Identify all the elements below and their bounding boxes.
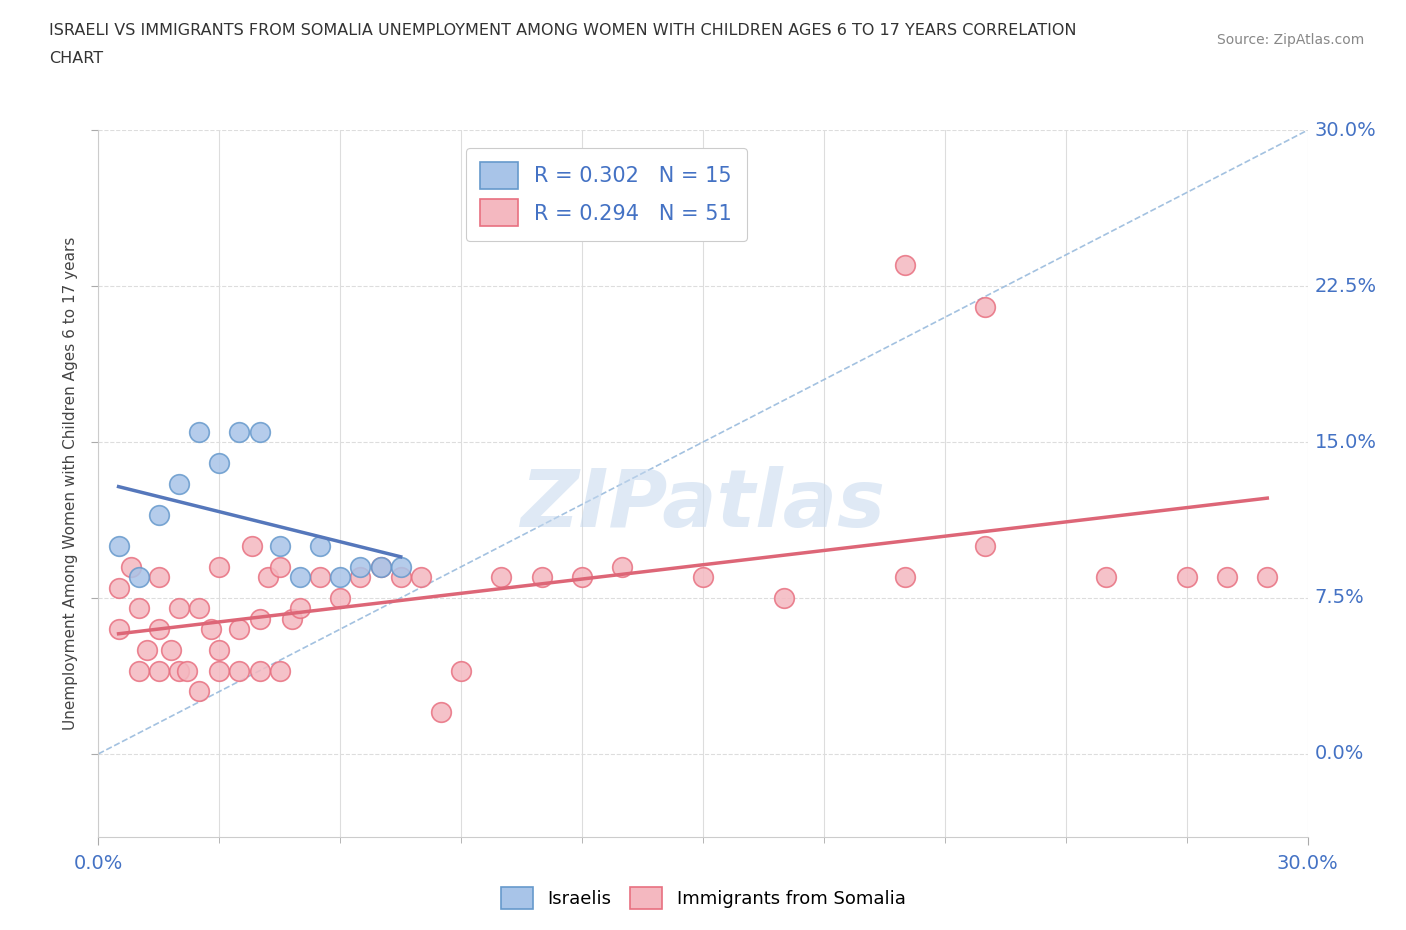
Point	[389, 570, 412, 585]
Point	[1216, 570, 1239, 585]
Point	[692, 570, 714, 585]
Point	[974, 299, 997, 314]
Point	[128, 601, 150, 616]
Point	[249, 663, 271, 678]
Point	[288, 570, 311, 585]
Point	[107, 621, 129, 636]
Point	[249, 424, 271, 439]
Legend: Israelis, Immigrants from Somalia: Israelis, Immigrants from Somalia	[494, 880, 912, 916]
Point	[370, 559, 392, 574]
Y-axis label: Unemployment Among Women with Children Ages 6 to 17 years: Unemployment Among Women with Children A…	[63, 237, 79, 730]
Point	[612, 559, 634, 574]
Point	[148, 663, 170, 678]
Point	[148, 570, 170, 585]
Point	[281, 611, 304, 626]
Point	[167, 601, 190, 616]
Text: Source: ZipAtlas.com: Source: ZipAtlas.com	[1216, 33, 1364, 46]
Point	[208, 559, 231, 574]
Point	[107, 538, 129, 553]
Point	[200, 621, 222, 636]
Text: 0.0%: 0.0%	[1315, 744, 1364, 764]
Point	[269, 538, 291, 553]
Point	[1175, 570, 1198, 585]
Text: 15.0%: 15.0%	[1315, 432, 1376, 452]
Point	[249, 611, 271, 626]
Point	[893, 258, 915, 272]
Point	[188, 424, 211, 439]
Point	[107, 580, 129, 595]
Point	[893, 570, 915, 585]
Text: 30.0%: 30.0%	[1315, 121, 1376, 140]
Point	[176, 663, 198, 678]
Point	[349, 570, 371, 585]
Point	[370, 559, 392, 574]
Point	[167, 476, 190, 491]
Point	[974, 538, 997, 553]
Point	[329, 570, 352, 585]
Point	[188, 601, 211, 616]
Point	[228, 663, 250, 678]
Text: 22.5%: 22.5%	[1315, 276, 1376, 296]
Point	[1095, 570, 1118, 585]
Point	[269, 663, 291, 678]
Text: CHART: CHART	[49, 51, 103, 66]
Point	[430, 705, 453, 720]
Point	[228, 621, 250, 636]
Point	[148, 621, 170, 636]
Point	[208, 456, 231, 471]
Point	[256, 570, 278, 585]
Point	[135, 643, 157, 658]
Text: 7.5%: 7.5%	[1315, 589, 1364, 607]
Point	[772, 591, 794, 605]
Point	[208, 663, 231, 678]
Point	[309, 538, 332, 553]
Point	[571, 570, 593, 585]
Point	[120, 559, 142, 574]
Legend: R = 0.302   N = 15, R = 0.294   N = 51: R = 0.302 N = 15, R = 0.294 N = 51	[465, 148, 747, 241]
Point	[160, 643, 183, 658]
Point	[1256, 570, 1278, 585]
Point	[208, 643, 231, 658]
Text: ZIPatlas: ZIPatlas	[520, 466, 886, 544]
Point	[349, 559, 371, 574]
Point	[329, 591, 352, 605]
Point	[128, 663, 150, 678]
Point	[389, 559, 412, 574]
Point	[450, 663, 472, 678]
Point	[240, 538, 263, 553]
Point	[288, 601, 311, 616]
Point	[167, 663, 190, 678]
Point	[228, 424, 250, 439]
Point	[309, 570, 332, 585]
Point	[530, 570, 553, 585]
Point	[491, 570, 513, 585]
Point	[148, 508, 170, 523]
Point	[188, 684, 211, 699]
Point	[269, 559, 291, 574]
Text: ISRAELI VS IMMIGRANTS FROM SOMALIA UNEMPLOYMENT AMONG WOMEN WITH CHILDREN AGES 6: ISRAELI VS IMMIGRANTS FROM SOMALIA UNEMP…	[49, 23, 1077, 38]
Point	[128, 570, 150, 585]
Point	[409, 570, 432, 585]
